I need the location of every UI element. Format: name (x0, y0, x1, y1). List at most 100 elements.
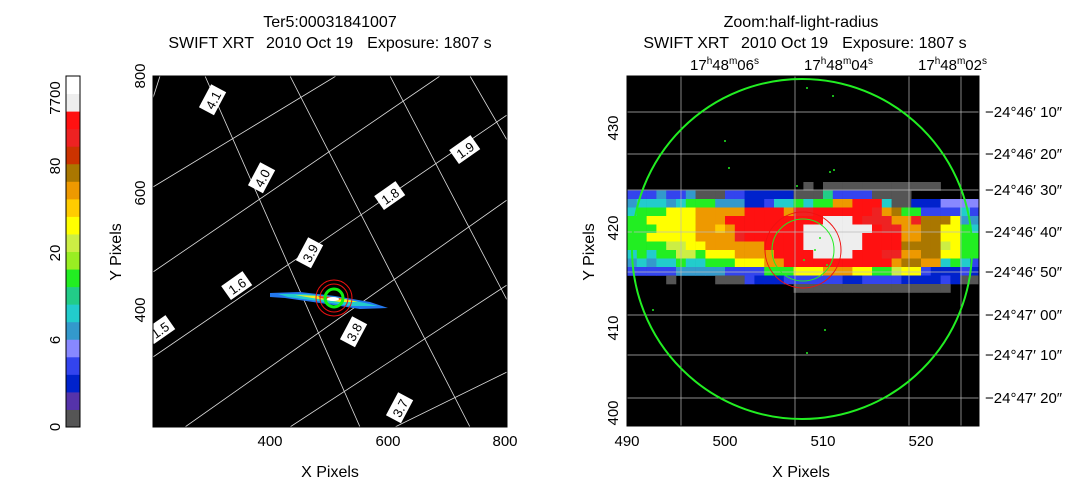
left-frame (152, 75, 508, 428)
pixel-cell (734, 258, 745, 268)
pixel-cell (921, 233, 932, 242)
pixel-cell (832, 258, 843, 268)
pixel-cell (734, 241, 745, 251)
pixel-cell (891, 224, 902, 234)
pixel-cell (813, 224, 824, 234)
pixel-cell (715, 207, 726, 217)
pixel-cell (823, 207, 834, 217)
pixel-cell (656, 241, 667, 251)
pixel-cell (646, 241, 657, 251)
pixel-cell (646, 207, 657, 217)
pixel-cell (911, 267, 922, 276)
pixel-cell (842, 258, 853, 268)
pixel-cell (744, 267, 755, 276)
pixel-cell (627, 267, 638, 276)
pixel-cell (734, 207, 745, 217)
pixel-cell (872, 258, 883, 268)
pixel-cell (980, 199, 990, 208)
pixel-cell (695, 233, 706, 242)
pixel-cell (921, 250, 932, 259)
pixel-cell (793, 267, 804, 276)
pixel-cell (685, 216, 696, 225)
pixel-cell (774, 233, 785, 242)
pixel-cell (832, 182, 843, 191)
pixel-cell (960, 207, 971, 217)
colorbar-cell (66, 391, 80, 410)
pixel-cell (940, 216, 951, 225)
pixel-cell (725, 216, 736, 225)
grid-line (204, 76, 361, 427)
colorbar-cell (66, 93, 80, 112)
svg-text:3.7: 3.7 (390, 397, 412, 420)
pixel-cell (872, 216, 883, 225)
pixel-cell (881, 250, 892, 259)
pixel-cell (891, 190, 902, 200)
pixel-cell (725, 267, 736, 276)
pixel-cell (872, 190, 883, 200)
pixel-cell (685, 250, 696, 259)
colorbar-tick-0: 0 (47, 423, 64, 431)
left-ytick-400: 400 (132, 297, 149, 322)
pixel-cell (734, 190, 745, 200)
pixel-cell (754, 241, 765, 251)
colorbar-cell (66, 146, 80, 165)
pixel-cell (725, 258, 736, 268)
pixel-cell (646, 216, 657, 225)
pixel-cell (774, 207, 785, 217)
pixel-cell (803, 182, 814, 191)
dec-tick-3: −24°46′ 40″ (985, 224, 1063, 241)
pixel-cell (852, 284, 863, 293)
pixel-cell (754, 233, 765, 242)
left-title: Ter5:00031841007 (263, 14, 397, 31)
pixel-cell (960, 267, 971, 276)
pixel-cell (803, 284, 814, 293)
pixel-cell (685, 241, 696, 251)
pixel-cell (725, 199, 736, 208)
pixel-cell (646, 233, 657, 242)
pixel-cell (881, 216, 892, 225)
pixel-cell (921, 275, 932, 285)
pixel-cell (793, 199, 804, 208)
pixel-cell (725, 241, 736, 251)
pixel-cell (774, 258, 785, 268)
pixel-cell (813, 241, 824, 251)
pixel-cell (783, 199, 794, 208)
pixel-cell (911, 275, 922, 285)
pixel-cell (823, 275, 834, 285)
pixel-cell (872, 199, 883, 208)
right-date: 2010 Oct 19 (741, 35, 828, 52)
pixel-cell (666, 224, 677, 234)
pixel-cell (764, 190, 775, 200)
pixel-cell (744, 224, 755, 234)
right-inner-green-ring (771, 218, 835, 282)
pixel-cell (842, 267, 853, 276)
pixel-cell (705, 207, 716, 217)
right-dots (652, 87, 835, 354)
grid-line (389, 76, 507, 301)
pixel-cell (715, 216, 726, 225)
pixel-cell (646, 267, 657, 276)
pixel-cell (783, 267, 794, 276)
pixel-cell (940, 284, 951, 293)
pixel-cell (636, 258, 647, 268)
pixel-cell (881, 224, 892, 234)
pixel-cell (744, 241, 755, 251)
pixel-cell (695, 190, 706, 200)
pixel-cell (901, 250, 912, 259)
pixel-cell (685, 267, 696, 276)
pixel-cell (774, 199, 785, 208)
pixel-cell (832, 275, 843, 285)
pixel-cell (636, 233, 647, 242)
pixel-cell (744, 275, 755, 285)
pixel-cell (901, 267, 912, 276)
pixel-cell (980, 250, 990, 259)
pixel-cell (627, 190, 638, 200)
pixel-cell (695, 267, 706, 276)
pixel-cell (921, 182, 932, 191)
pixel-cell (813, 250, 824, 259)
left-chart: Ter5:00031841007 SWIFT XRT 2010 Oct 19 Exp… (108, 14, 518, 481)
pixel-cell (793, 250, 804, 259)
pixel-cell (754, 190, 765, 200)
pixel-cell (901, 207, 912, 217)
left-xlabel: X Pixels (301, 464, 359, 481)
